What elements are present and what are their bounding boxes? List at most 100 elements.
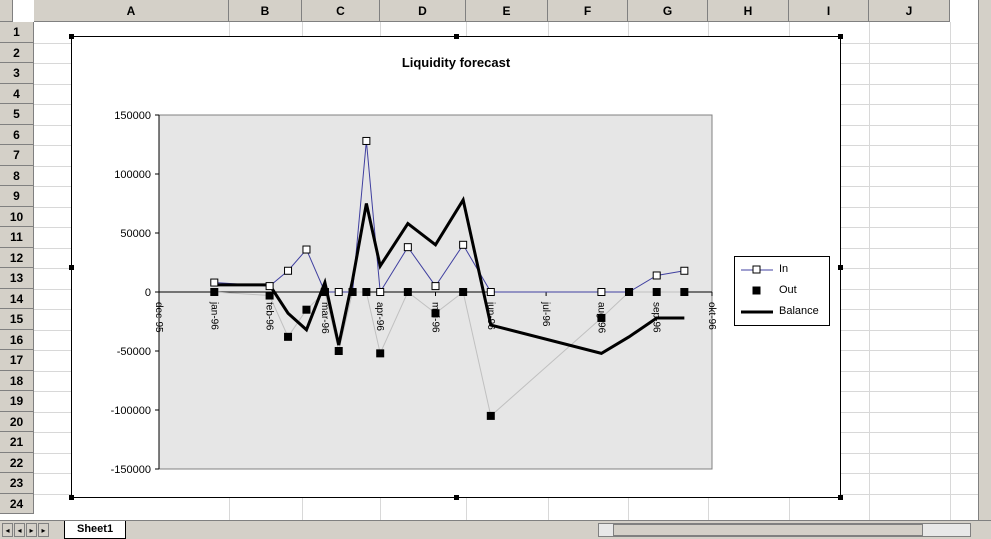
column-header-j[interactable]: J	[869, 0, 950, 22]
row-header-17[interactable]: 17	[0, 350, 34, 371]
data-point-in	[431, 282, 440, 291]
data-point-in	[652, 271, 661, 280]
row-header-20[interactable]: 20	[0, 411, 34, 432]
row-header-2[interactable]: 2	[0, 42, 34, 63]
y-tick-label: -100000	[111, 405, 151, 417]
data-point-out	[459, 288, 468, 296]
resize-handle[interactable]	[838, 34, 843, 39]
column-header-h[interactable]: H	[708, 0, 789, 22]
data-point-in	[210, 278, 219, 287]
column-header-i[interactable]: I	[789, 0, 869, 22]
data-point-in	[334, 288, 343, 296]
horizontal-scrollbar[interactable]	[598, 523, 971, 537]
sheet-tab-sheet1[interactable]: Sheet1	[64, 521, 127, 539]
sheet-tab-bar: ◂ ◂ ▸ ▸ Sheet1	[0, 520, 991, 539]
row-header-23[interactable]: 23	[0, 473, 34, 494]
resize-handle[interactable]	[838, 265, 843, 270]
x-tick-label: jul-96	[540, 301, 551, 327]
legend-label-in: In	[779, 263, 789, 275]
column-header-e[interactable]: E	[466, 0, 548, 22]
data-point-out	[348, 288, 357, 296]
resize-handle[interactable]	[69, 34, 74, 39]
column-header-a[interactable]: A	[34, 0, 229, 22]
row-header-13[interactable]: 13	[0, 268, 34, 289]
legend-label-balance: Balance	[779, 305, 819, 317]
chart-object[interactable]: Liquidity forecast 150000 100000 50000 0 -50…	[69, 34, 843, 500]
data-point-in	[403, 243, 412, 252]
x-tick-label: feb-96	[264, 302, 275, 331]
x-tick-label: dec-95	[153, 302, 164, 333]
vertical-scrollbar[interactable]	[978, 0, 991, 520]
row-header-1[interactable]: 1	[0, 22, 34, 43]
legend-label-out: Out	[779, 284, 797, 296]
row-header-5[interactable]: 5	[0, 104, 34, 125]
data-point-out	[302, 305, 311, 314]
row-header-19[interactable]: 19	[0, 391, 34, 412]
data-point-out	[210, 288, 219, 296]
data-point-in	[265, 282, 274, 291]
resize-handle[interactable]	[69, 265, 74, 270]
data-point-in	[459, 240, 468, 249]
data-point-out	[652, 288, 661, 296]
data-point-out	[680, 288, 689, 296]
grid-line	[950, 22, 951, 520]
data-point-out	[265, 291, 274, 300]
data-point-out	[403, 288, 412, 296]
data-point-in	[302, 245, 311, 254]
row-header-9[interactable]: 9	[0, 186, 34, 207]
data-point-out	[334, 347, 343, 355]
x-tick-label: jan-96	[208, 301, 219, 330]
resize-handle[interactable]	[454, 34, 459, 39]
x-tick-label: apr-96	[374, 302, 385, 331]
row-header-8[interactable]: 8	[0, 165, 34, 186]
row-header-4[interactable]: 4	[0, 83, 34, 104]
column-header-d[interactable]: D	[380, 0, 466, 22]
resize-handle[interactable]	[69, 495, 74, 500]
select-all-corner[interactable]	[0, 0, 13, 22]
data-point-in	[362, 136, 371, 145]
row-header-18[interactable]: 18	[0, 370, 34, 391]
last-sheet-button[interactable]: ▸	[38, 523, 49, 537]
row-header-22[interactable]: 22	[0, 452, 34, 473]
series-line-balance	[214, 196, 685, 355]
column-header-c[interactable]: C	[302, 0, 380, 22]
data-point-out	[320, 288, 329, 296]
chart-legend[interactable]: In Out Balance	[734, 256, 830, 326]
column-header-g[interactable]: G	[628, 0, 708, 22]
next-sheet-button[interactable]: ▸	[26, 523, 37, 537]
data-point-in	[284, 266, 293, 275]
data-point-in	[680, 266, 689, 275]
row-header-15[interactable]: 15	[0, 309, 34, 330]
x-tick-label: okt-96	[706, 302, 717, 330]
row-header-10[interactable]: 10	[0, 206, 34, 227]
column-header-f[interactable]: F	[548, 0, 628, 22]
row-header-7[interactable]: 7	[0, 145, 34, 166]
horizontal-scroll-thumb[interactable]	[613, 524, 923, 536]
x-tick-label: mai-96	[430, 302, 441, 333]
legend-marker-in	[741, 265, 773, 274]
y-tick-label: 150000	[114, 110, 151, 122]
data-point-out	[625, 288, 634, 296]
y-tick-label: -150000	[111, 464, 151, 476]
row-header-24[interactable]: 24	[0, 493, 34, 514]
y-tick-label: 0	[145, 287, 151, 299]
prev-sheet-button[interactable]: ◂	[14, 523, 25, 537]
row-header-11[interactable]: 11	[0, 227, 34, 248]
resize-handle[interactable]	[454, 495, 459, 500]
column-header-b[interactable]: B	[229, 0, 302, 22]
first-sheet-button[interactable]: ◂	[2, 523, 13, 537]
legend-marker-balance	[741, 310, 773, 314]
y-tick-label: 50000	[120, 228, 151, 240]
row-header-3[interactable]: 3	[0, 63, 34, 84]
row-header-16[interactable]: 16	[0, 329, 34, 350]
data-point-out	[431, 309, 440, 318]
resize-handle[interactable]	[838, 495, 843, 500]
row-header-12[interactable]: 12	[0, 247, 34, 268]
data-point-out	[486, 411, 495, 420]
data-point-out	[597, 313, 606, 322]
row-header-6[interactable]: 6	[0, 124, 34, 145]
row-header-14[interactable]: 14	[0, 288, 34, 309]
chart-title: Liquidity forecast	[401, 55, 511, 70]
row-header-21[interactable]: 21	[0, 432, 34, 453]
